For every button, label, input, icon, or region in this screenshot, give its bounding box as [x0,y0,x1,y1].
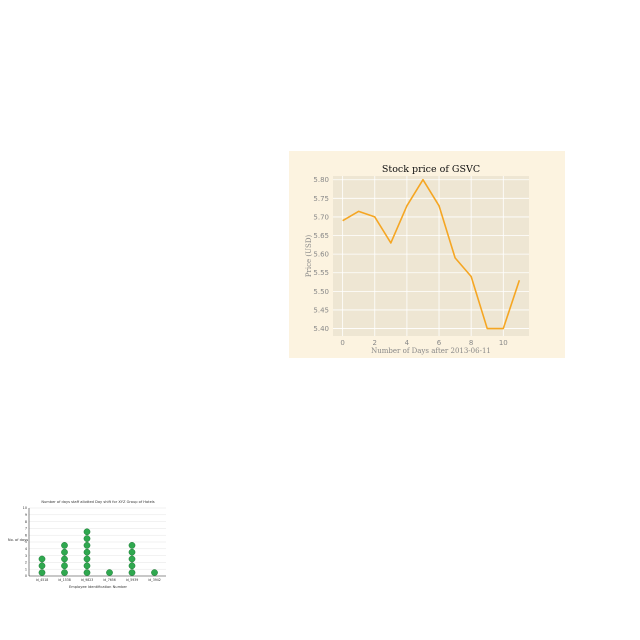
dot [128,555,136,563]
y-tick-label: 7 [25,527,27,531]
dot [61,542,68,549]
gridlines [29,507,166,577]
y-tick-label: 5.75 [313,195,329,203]
x-tick-label: id_1538 [58,578,71,582]
y-tick-label: 5.60 [313,251,329,259]
y-tick-label: 5.55 [313,269,329,277]
x-tick-label: 0 [340,339,344,347]
y-tick-label: 0 [25,574,27,578]
gridlines [333,176,529,336]
y-tick-label: 5 [25,540,27,544]
y-tick-label: 5.40 [313,325,329,333]
y-tick-label: 5.70 [313,213,329,221]
x-axis-label: Number of Days after 2013-06-11 [371,347,491,355]
dot [128,542,136,549]
x-tick-label: 10 [499,339,508,347]
dot [38,569,46,576]
y-tick-labels: 0 1 2 3 4 5 6 7 8 9 10 [23,506,27,578]
y-tick-label: 5.65 [313,232,329,240]
y-tick-label: 6 [25,533,27,537]
dot [83,555,91,563]
price-line [342,178,521,330]
dot [128,562,136,570]
dot [83,528,91,536]
x-tick-label: id_9823 [81,578,94,582]
plot-area [333,176,529,336]
dot [61,569,68,576]
y-tick-label: 2 [25,561,27,565]
y-tick-label: 5.50 [313,288,329,296]
x-tick-label: id_4518 [36,578,49,582]
x-tick-label: 6 [437,339,442,347]
dot [83,548,91,556]
dot [128,548,136,556]
x-axis-label: Employee Identification Number [69,585,128,589]
dot [128,569,136,576]
dot [61,562,68,570]
dot [151,569,158,576]
dot [38,562,46,570]
x-tick-label: id_7656 [103,578,116,582]
x-tick-label: 4 [405,339,410,347]
dot [83,562,91,570]
dot-columns [38,528,158,576]
dot [83,542,91,549]
chart-title: Number of days staff allotted Day shift … [41,500,154,504]
dot [106,569,113,576]
x-tick-labels: id_4518 id_1538 id_9823 id_7656 id_5939 id_39… [36,578,161,582]
y-axis-label: No. of days [8,538,28,542]
x-tick-label: 2 [373,339,377,347]
x-tick-label: id_3942 [148,578,161,582]
y-tick-label: 9 [25,513,27,517]
dot [83,535,91,542]
y-axis-label: Price (USD) [305,235,313,278]
day-shift-dot-chart: 0 1 2 3 4 5 6 7 8 9 10 id_4518 id_1538 id_9823 id_765… [8,500,166,589]
y-tick-label: 8 [25,520,27,524]
stock-price-chart: 5.40 5.45 5.50 5.55 5.60 5.65 5.70 5.75 5.80 0 2 4… [289,151,565,358]
chart-title: Stock price of GSVC [382,164,480,175]
dot [83,569,91,576]
y-tick-label: 5.45 [313,306,329,314]
dot [61,548,68,556]
x-tick-label: 8 [469,339,473,347]
y-tick-label: 5.80 [313,176,329,184]
y-tick-label: 3 [25,554,27,558]
y-tick-label: 10 [23,506,27,510]
x-tick-label: id_5939 [126,578,139,582]
x-tick-labels: 0 2 4 6 8 10 [340,339,507,347]
y-tick-labels: 5.40 5.45 5.50 5.55 5.60 5.65 5.70 5.75 5.80 [313,176,329,333]
dot [38,555,46,563]
y-tick-label: 1 [25,567,27,571]
dot [61,555,68,563]
y-tick-label: 4 [25,547,27,551]
